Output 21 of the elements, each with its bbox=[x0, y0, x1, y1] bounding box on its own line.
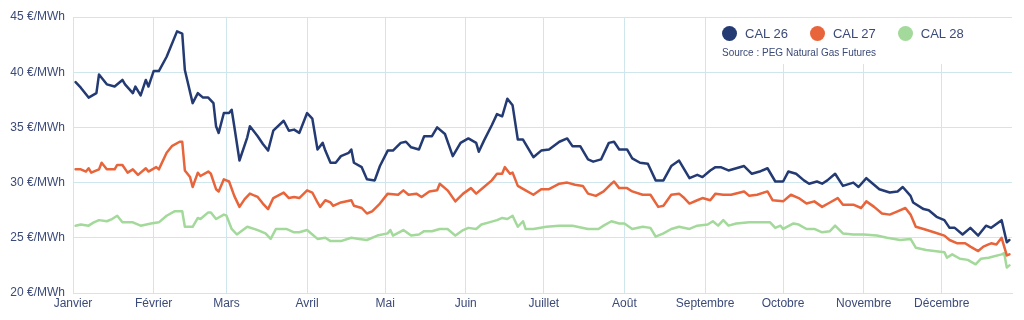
legend-label: CAL 26 bbox=[745, 26, 788, 41]
x-tick-label: Juin bbox=[454, 295, 477, 310]
y-tick-label: 30 €/MWh bbox=[10, 174, 65, 189]
x-tick-label: Septembre bbox=[675, 295, 735, 310]
x-tick-label: Novembre bbox=[836, 295, 892, 310]
x-tick-label: Août bbox=[612, 295, 638, 310]
annotation: Source : PEG Natural Gas Futures bbox=[722, 47, 877, 58]
legend-label: CAL 28 bbox=[920, 26, 964, 41]
y-tick-label: 35 €/MWh bbox=[10, 119, 65, 134]
x-tick-label: Décembre bbox=[914, 295, 970, 310]
legend-label: CAL 27 bbox=[832, 26, 876, 41]
y-tick-label: 25 €/MWh bbox=[10, 230, 65, 245]
x-tick-label: Avril bbox=[295, 295, 319, 310]
x-tick-label: Mai bbox=[375, 295, 395, 310]
x-tick-label: Janvier bbox=[53, 295, 93, 310]
x-tick-label: Octobre bbox=[761, 295, 805, 310]
y-tick-label: 40 €/MWh bbox=[10, 64, 65, 79]
y-tick-label: 45 €/MWh bbox=[10, 9, 65, 24]
x-tick-label: Juillet bbox=[528, 295, 560, 310]
x-tick-label: Mars bbox=[213, 295, 240, 310]
x-tick-label: Février bbox=[134, 295, 173, 310]
